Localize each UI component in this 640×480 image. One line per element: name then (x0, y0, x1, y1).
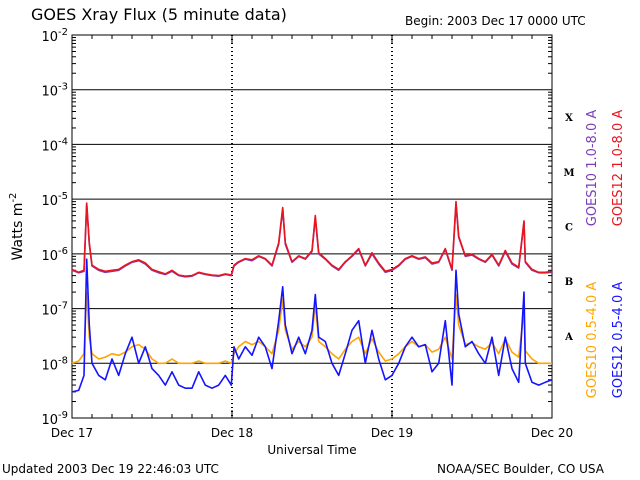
chart-title: GOES Xray Flux (5 minute data) (31, 5, 287, 24)
y-tick-label: 10-2 (41, 27, 68, 45)
y-tick-label: 10-3 (41, 82, 68, 100)
legend-entry: GOES12 1.0-8.0 A (611, 110, 626, 227)
begin-date: Begin: 2003 Dec 17 0000 UTC (405, 14, 586, 28)
series-line-goes12-0-5-4-0-a (71, 258, 553, 393)
flare-class-label: A (564, 332, 573, 343)
legend-entry: GOES10 0.5-4.0 A (585, 282, 600, 399)
series-line-goes12-1-0-8-0-a (71, 200, 553, 278)
updated-timestamp: Updated 2003 Dec 19 22:46:03 UTC (2, 462, 219, 476)
y-tick-label: 10-9 (41, 410, 68, 428)
x-tick-label: Dec 17 (51, 426, 93, 440)
x-tick-label: Dec 18 (211, 426, 253, 440)
legend-entry: GOES10 1.0-8.0 A (585, 110, 600, 227)
y-tick-label: 10-4 (41, 136, 68, 154)
y-tick-label: 10-8 (41, 355, 68, 373)
flare-class-label: B (565, 277, 573, 288)
y-tick-label: 10-7 (41, 301, 68, 319)
y-tick-label: 10-5 (41, 191, 68, 209)
plot-frame (71, 34, 553, 419)
series-line-goes10-1-0-8-0-a (71, 203, 553, 278)
x-axis-label: Universal Time (267, 443, 356, 457)
flare-class-label: X (565, 113, 573, 124)
legend-entry: GOES12 0.5-4.0 A (611, 282, 626, 399)
flare-class-label: M (563, 168, 574, 179)
flare-class-label: C (565, 223, 573, 234)
y-tick-label: 10-6 (41, 246, 68, 264)
x-tick-label: Dec 19 (371, 426, 413, 440)
y-axis-label: Watts m-2 (8, 193, 26, 261)
credit-text: NOAA/SEC Boulder, CO USA (437, 462, 604, 476)
x-tick-label: Dec 20 (531, 426, 573, 440)
